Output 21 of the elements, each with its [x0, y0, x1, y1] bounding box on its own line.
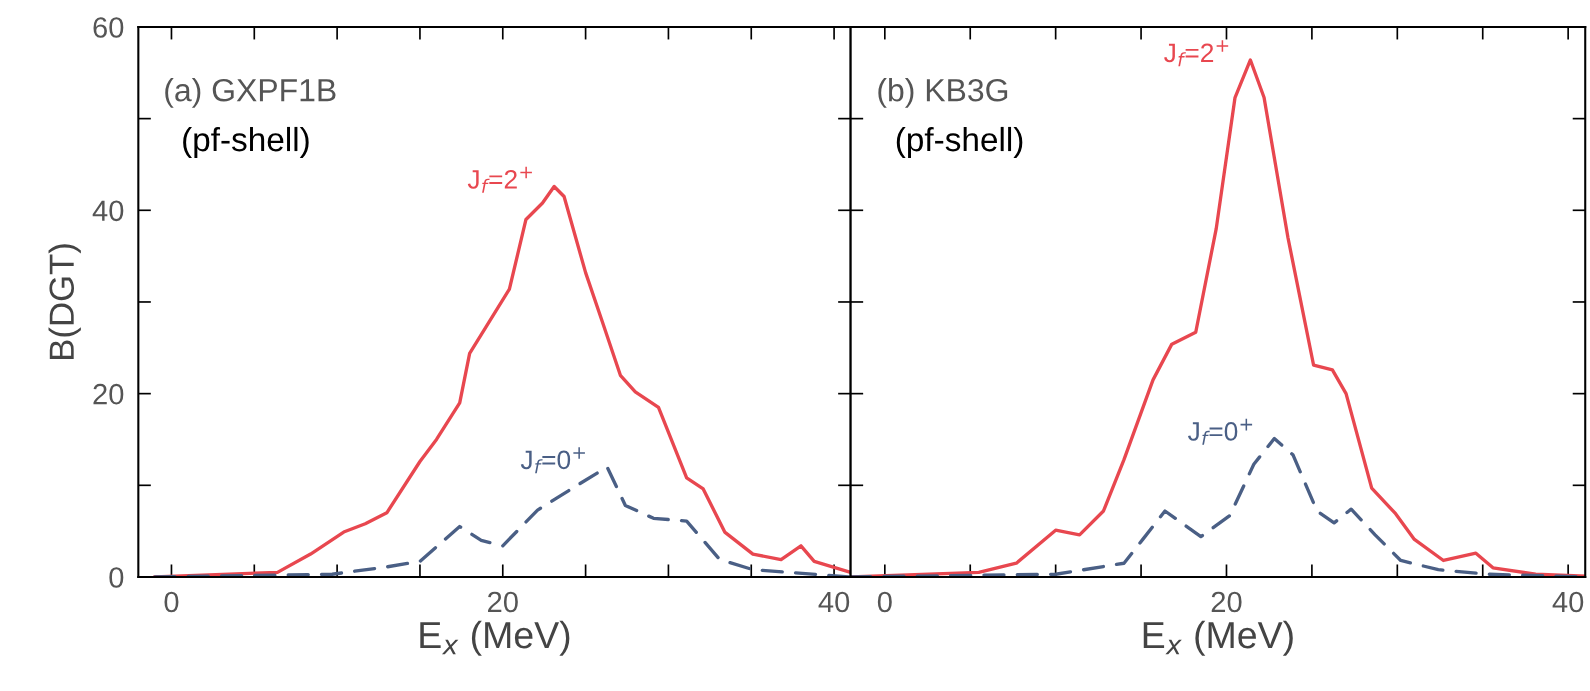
text: (pf-shell) — [183, 126, 309, 158]
x-tick-label: 40 — [818, 591, 850, 613]
y-tick-label: 40 — [92, 200, 124, 222]
text: (a) GXPF1B — [165, 78, 336, 108]
x-axis-title: E$_{x}$ (MeV) — [420, 620, 570, 656]
series-label: J$_{f}$=0$^{+}$ — [520, 447, 585, 474]
y-tick-label: 0 — [109, 567, 124, 588]
series-label: J$_{f}$=2$^{+}$ — [467, 166, 532, 193]
text: (pf-shell) — [896, 126, 1023, 158]
series-label: J$_{f}$=2$^{+}$ — [1164, 40, 1229, 67]
x-tick-label: 40 — [1552, 591, 1584, 613]
y-tick-label: 60 — [93, 17, 124, 38]
x-tick-label: 20 — [1211, 591, 1242, 613]
y-axis-title: B(DGT) — [48, 244, 81, 359]
x-tick-label: 0 — [877, 591, 892, 613]
x-axis-title: E$_{x}$ (MeV) — [1143, 620, 1293, 656]
x-tick-label: 0 — [164, 591, 179, 613]
series-label: J$_{f}$=0$^{+}$ — [1187, 418, 1253, 445]
text: (b) KB3G — [878, 78, 1008, 108]
y-tick-label: 20 — [93, 383, 124, 405]
x-tick-label: 20 — [488, 591, 518, 613]
